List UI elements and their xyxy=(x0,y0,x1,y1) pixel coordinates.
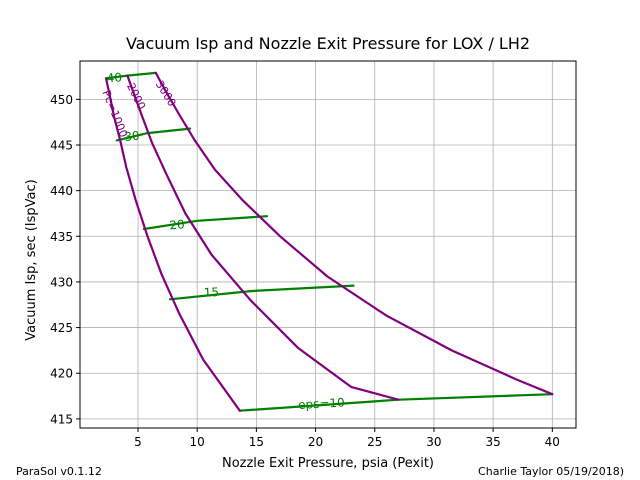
y-tick-label: 440 xyxy=(50,184,73,198)
y-tick-label: 445 xyxy=(50,138,73,152)
curve-label-40: 40 xyxy=(106,70,122,85)
pc-line-pc-3000 xyxy=(154,71,554,396)
plot-frame xyxy=(79,60,577,429)
x-tick-label: 5 xyxy=(134,435,142,449)
footer-author: Charlie Taylor 05/19/2018) xyxy=(478,465,624,478)
footer-version: ParaSol v0.1.12 xyxy=(16,465,102,478)
y-tick-label: 415 xyxy=(50,412,73,426)
x-tick-label: 30 xyxy=(426,435,441,449)
y-tick-label: 435 xyxy=(50,230,73,244)
x-axis-label: Nozzle Exit Pressure, psia (Pexit) xyxy=(222,456,434,471)
x-tick-label: 35 xyxy=(485,435,500,449)
y-tick-label: 450 xyxy=(50,93,73,107)
y-tick-label: 430 xyxy=(50,275,73,289)
curve-label-15: 15 xyxy=(203,285,219,300)
curve-label-20: 20 xyxy=(169,217,185,232)
curve-label-30: 30 xyxy=(124,129,141,145)
x-tick-label: 40 xyxy=(545,435,560,449)
x-tick-label: 25 xyxy=(367,435,382,449)
chart-title: Vacuum Isp and Nozzle Exit Pressure for … xyxy=(126,34,530,53)
series-layer xyxy=(104,71,554,412)
grid xyxy=(80,61,576,428)
pc-line-pc-1000 xyxy=(104,77,241,412)
eps-line-eps-15 xyxy=(168,284,355,301)
pc-line-pc-2000 xyxy=(126,74,400,401)
x-tick-label: 10 xyxy=(190,435,205,449)
y-tick-label: 420 xyxy=(50,367,73,381)
ticks: 5 10 15 20 25 30 35 40 415 420 425 430 435 440 445 450 xyxy=(50,93,560,449)
eps-line-eps-20 xyxy=(142,215,269,231)
y-axis-label: Vacuum Isp, sec (IspVac) xyxy=(24,179,39,340)
x-tick-label: 20 xyxy=(308,435,323,449)
curve-label-eps-10: eps=10 xyxy=(298,396,345,412)
y-tick-label: 425 xyxy=(50,321,73,335)
x-tick-label: 15 xyxy=(249,435,264,449)
